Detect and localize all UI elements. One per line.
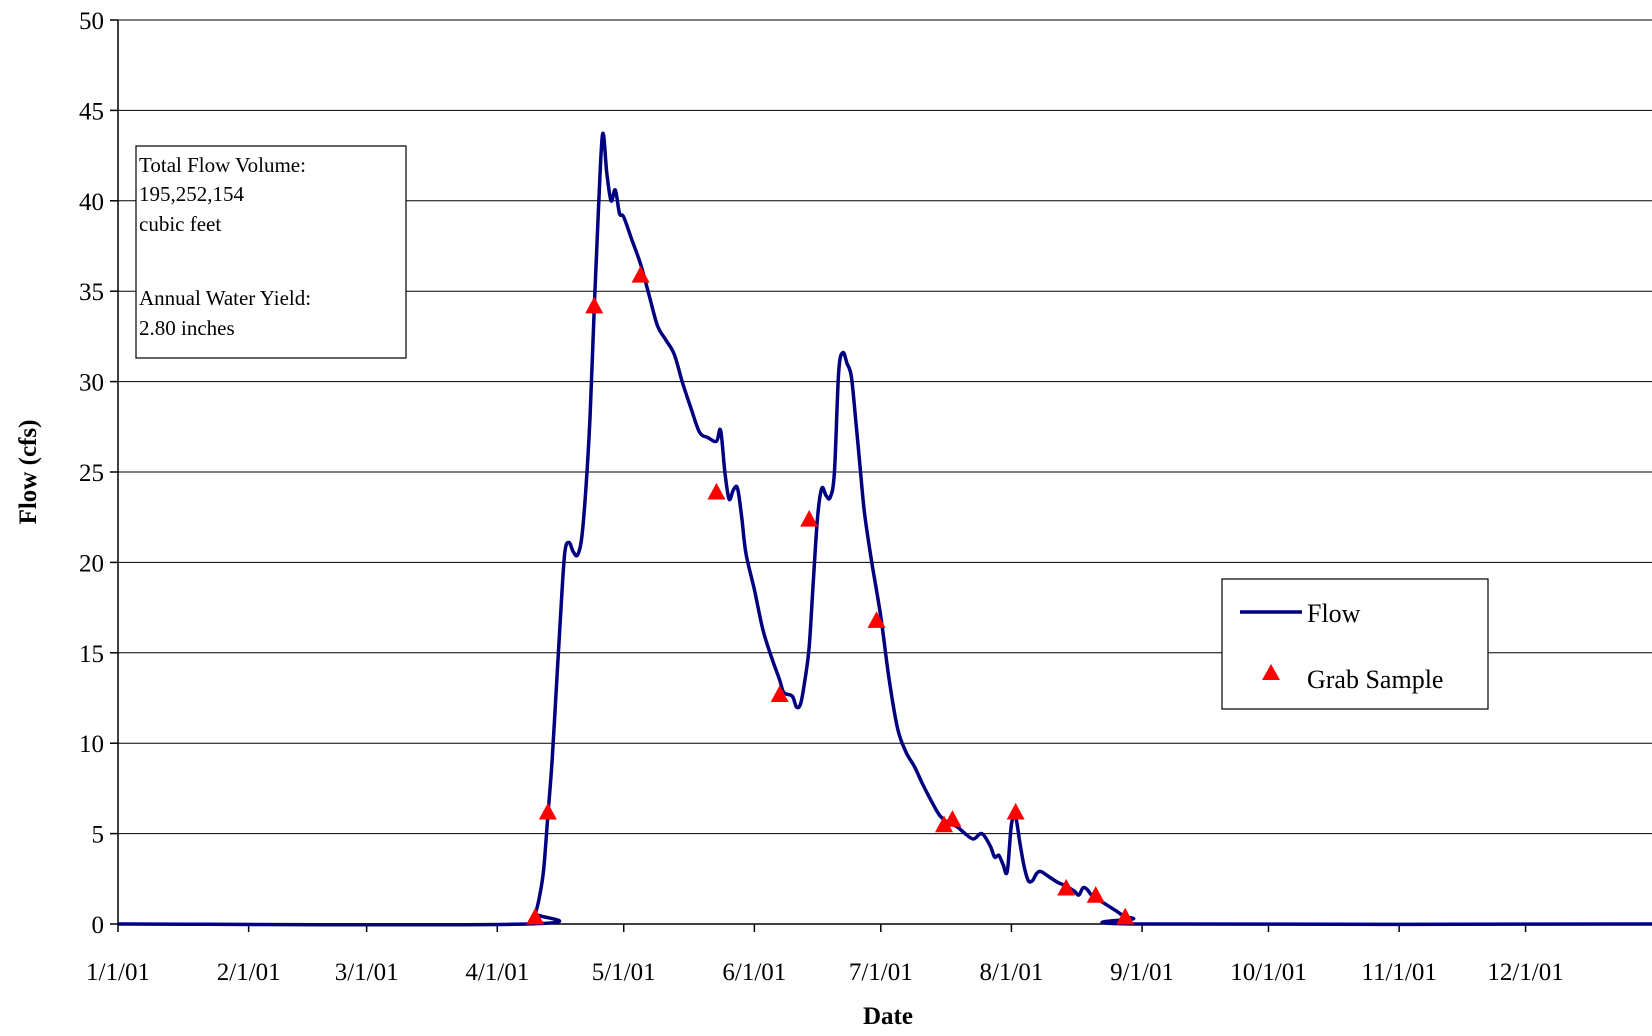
annotation-box: Total Flow Volume: 195,252,154 cubic fee… [135,145,407,359]
legend-flow-label: Flow [1307,599,1361,628]
y-tick-label-0: 0 [92,912,105,939]
y-tick-label-7: 35 [79,279,104,306]
gridlines [118,19,1652,835]
grab-sample-marker-6 [800,510,819,527]
grab-sample-marker-0 [526,907,545,925]
grab-sample-marker-2 [585,296,604,314]
annotation-line-1: Total Flow Volume: [139,153,306,177]
y-tick-label-5: 25 [79,460,104,487]
x-tick-label-5: 6/1/01 [722,959,786,986]
flow-line [117,131,1652,927]
series-layer [117,131,1652,927]
x-tick-label-8: 9/1/01 [1110,959,1174,986]
y-tick-label-2: 10 [79,731,104,758]
y-tick-label-1: 5 [92,822,105,849]
annotation-line-2: 195,252,154 [139,182,245,206]
grab-sample-marker-12 [1086,886,1105,903]
x-tick-label-6: 7/1/01 [849,959,913,986]
x-tick-label-0: 1/1/01 [86,959,150,986]
grab-sample-marker-9 [943,810,962,827]
grab-sample-marker-8 [935,815,953,833]
annotation-line-5: Annual Water Yield: [139,286,311,310]
legend-grab-sample-label: Grab Sample [1307,665,1443,694]
x-tick-label-9: 10/1/01 [1230,959,1306,986]
x-tick-label-10: 11/1/01 [1361,959,1436,986]
y-tick-label-9: 45 [79,98,104,125]
y-tick-label-4: 20 [79,550,104,577]
x-tick-label-1: 2/1/01 [217,959,281,986]
grab-sample-marker-1 [538,802,557,820]
y-tick-label-10: 50 [79,8,104,35]
x-tick-label-7: 8/1/01 [979,959,1043,986]
grab-sample-marker-11 [1057,878,1076,896]
annotation-line-6: 2.80 inches [139,316,235,340]
legend-frame [1221,578,1489,710]
grab-sample-marker-4 [707,482,726,500]
y-axis-ticks: 0 5 10 15 20 25 30 35 40 45 50 [79,8,118,939]
x-tick-label-11: 12/1/01 [1487,959,1563,986]
grab-sample-marker-5 [770,685,789,703]
y-tick-label-6: 30 [79,370,104,397]
grab-sample-marker-13 [1116,907,1135,925]
annotation-line-3: cubic feet [139,212,221,236]
grab-sample-marker-7 [867,611,886,628]
annotation-frame [135,145,407,359]
x-axis-title: Date [863,1003,913,1030]
grab-sample-marker-3 [631,265,650,283]
legend-grab-sample-swatch [1262,664,1280,680]
x-tick-label-4: 5/1/01 [592,959,656,986]
y-tick-label-3: 15 [79,641,104,668]
x-tick-label-3: 4/1/01 [465,959,529,986]
x-tick-label-2: 3/1/01 [335,959,399,986]
x-axis-ticks: 1/1/01 2/1/01 3/1/01 4/1/01 5/1/01 6/1/01 7/1/… [86,924,1564,986]
grab-sample-marker-10 [1006,802,1025,820]
y-tick-label-8: 40 [79,189,104,216]
legend: Flow Grab Sample [1221,578,1489,710]
y-axis-title: Flow (cfs) [15,420,42,525]
